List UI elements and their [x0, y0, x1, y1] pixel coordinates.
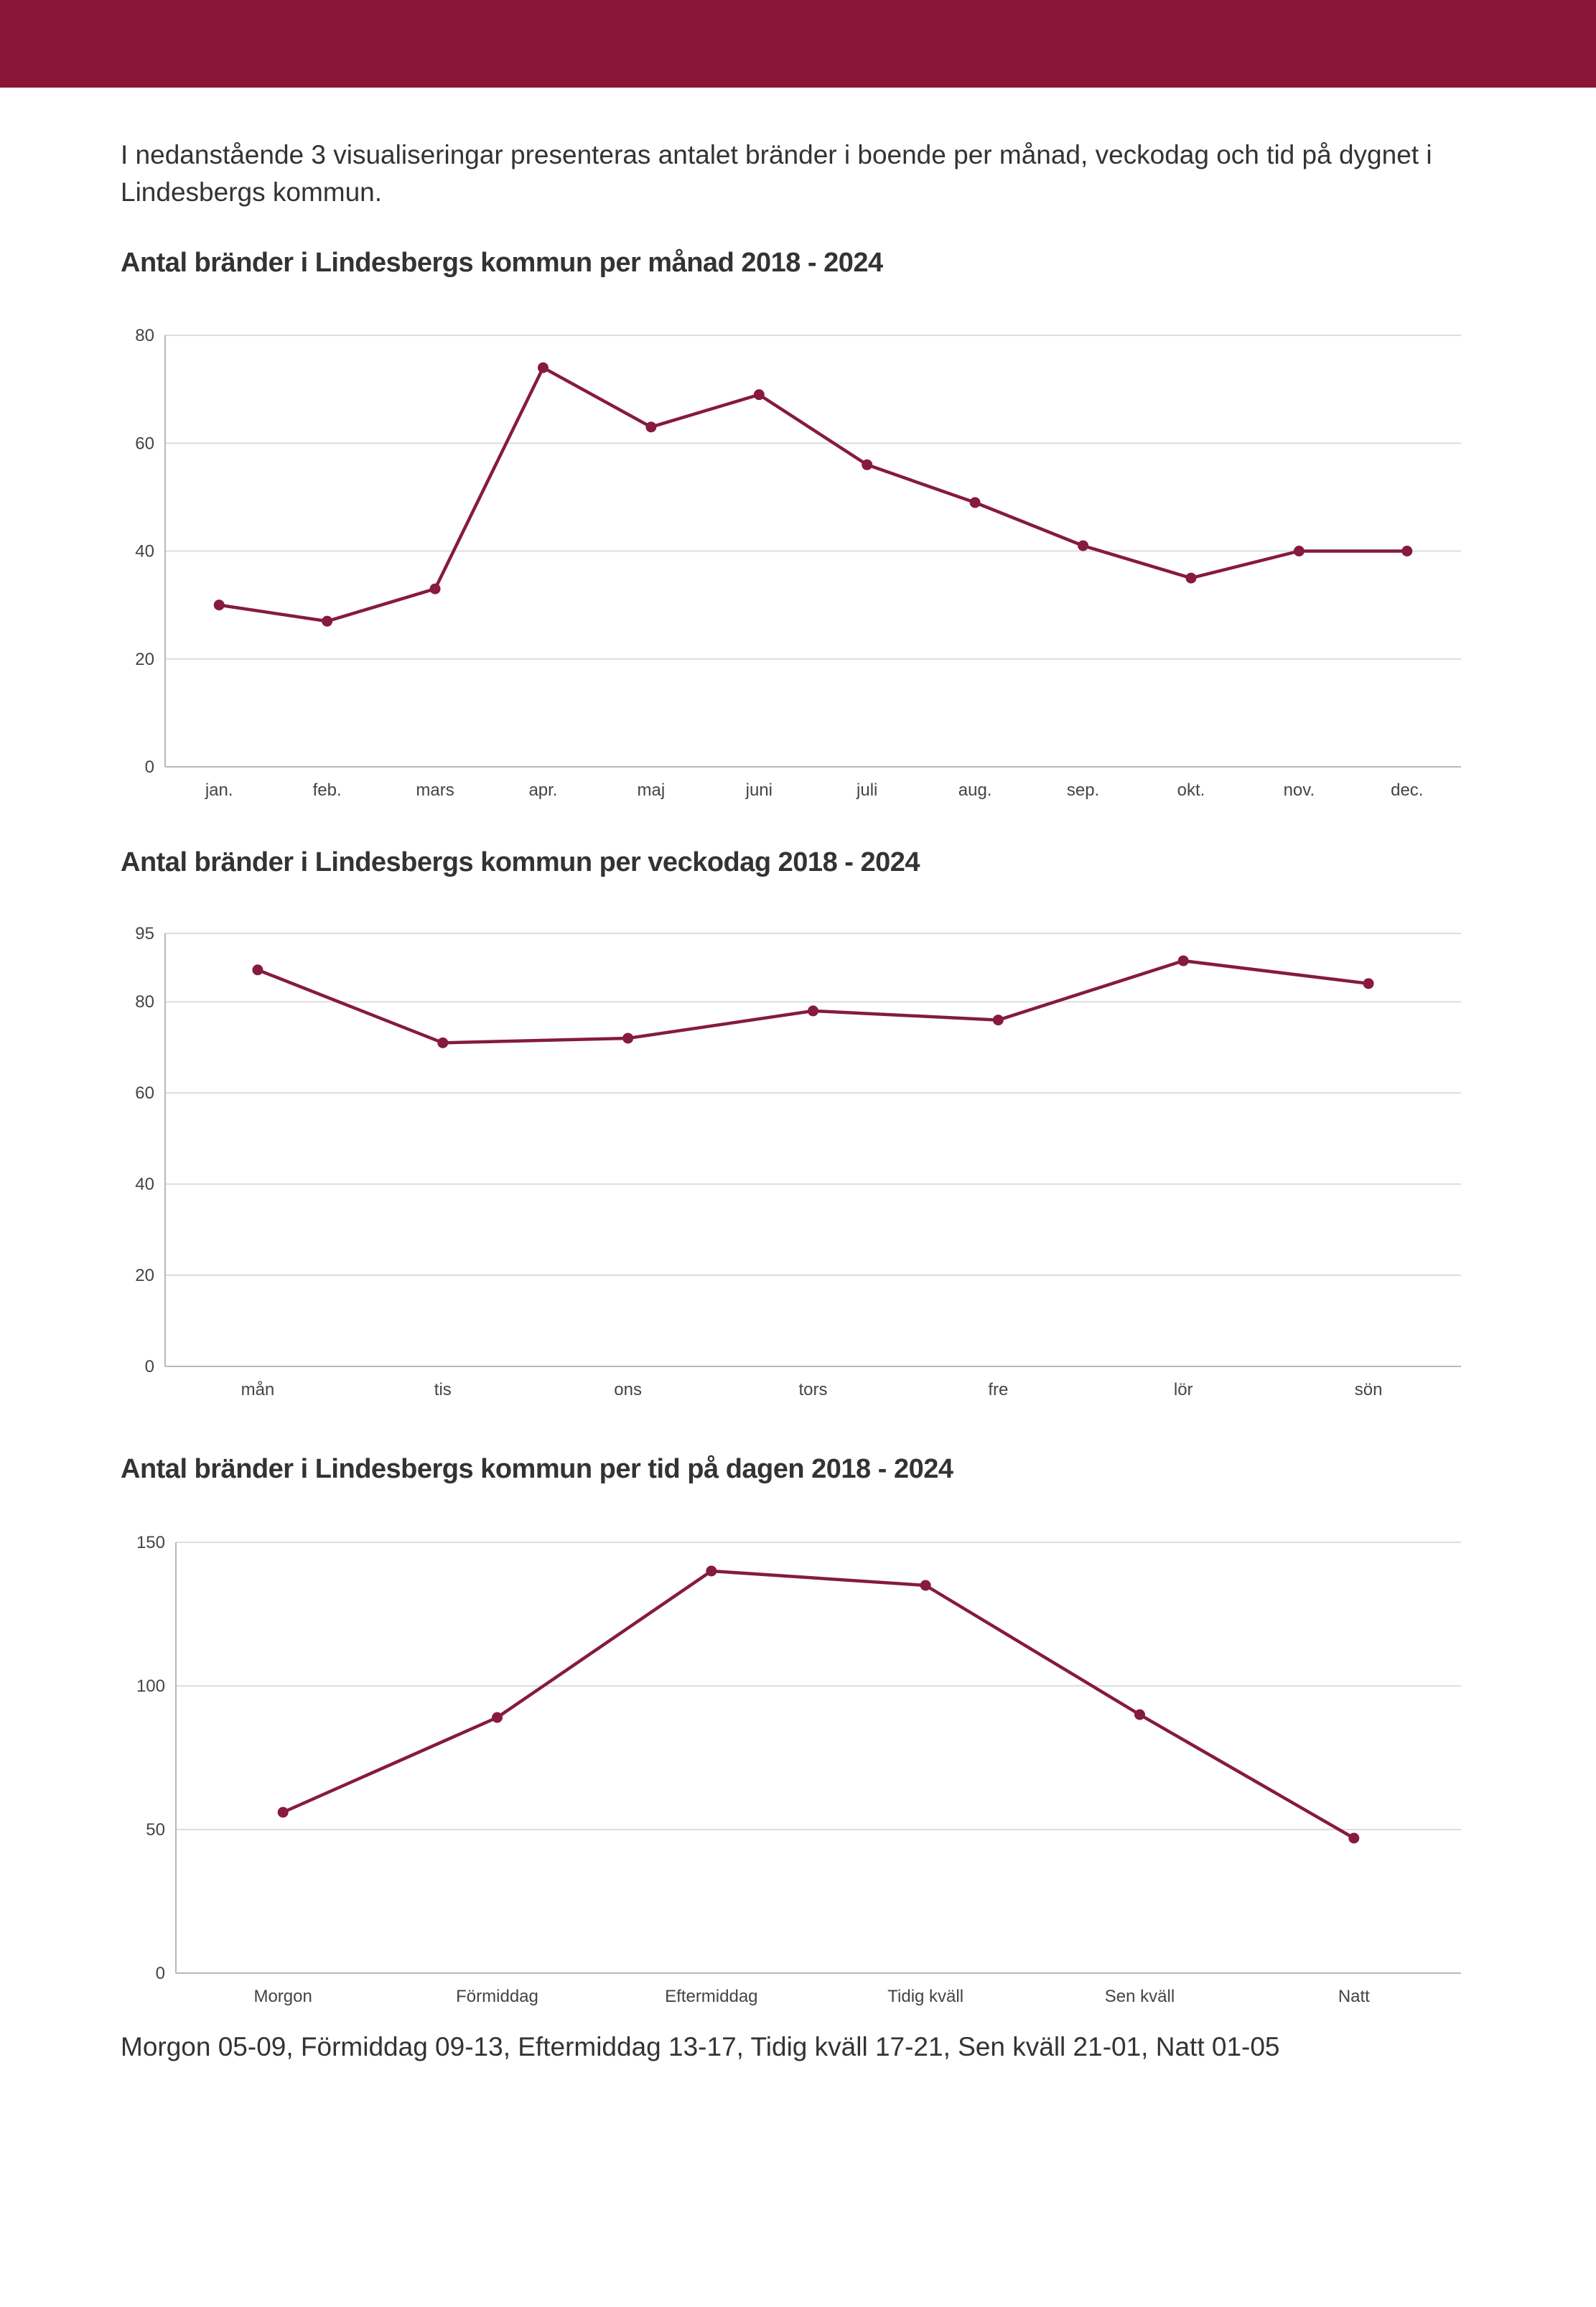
data-point-time-5	[1348, 1832, 1360, 1844]
data-point-month-1	[322, 615, 333, 627]
chart-title-weekday: Antal bränder i Lindesbergs kommun per v…	[121, 847, 920, 877]
y-tick-label: 100	[136, 1677, 165, 1696]
data-point-weekday-1	[437, 1037, 449, 1048]
x-tick-label: ons	[614, 1380, 642, 1399]
data-point-time-1	[492, 1712, 503, 1723]
chart-month: 0 20 40 60 80 jan. feb. mars apr. maj juni juli aug.…	[135, 326, 1461, 800]
x-tick-label: juni	[745, 780, 773, 800]
data-point-month-0	[213, 600, 225, 611]
y-tick-label: 60	[135, 434, 154, 453]
y-tick-label: 150	[136, 1533, 165, 1552]
x-tick-label: tis	[434, 1380, 452, 1399]
data-point-month-2	[429, 583, 441, 595]
x-tick-label: mars	[416, 780, 454, 800]
x-tick-label: Förmiddag	[456, 1987, 538, 2006]
data-point-month-11	[1401, 546, 1413, 556]
data-point-time-0	[277, 1807, 289, 1818]
series-line	[218, 365, 1407, 623]
data-point-month-4	[645, 421, 657, 433]
y-tick-label: 40	[135, 1175, 154, 1194]
x-tick-label: mån	[241, 1380, 275, 1399]
data-point-time-3	[920, 1580, 931, 1591]
data-point-month-10	[1293, 546, 1305, 556]
data-point-month-3	[537, 362, 549, 373]
time-legend-footnote: Morgon 05-09, Förmiddag 09-13, Eftermidd…	[121, 2032, 1280, 2061]
y-tick-label: 50	[146, 1820, 165, 1840]
x-tick-label: okt.	[1177, 780, 1205, 800]
x-tick-label: Morgon	[253, 1987, 312, 2006]
x-tick-label: maj	[638, 780, 666, 800]
y-tick-label: 80	[135, 992, 154, 1012]
x-tick-label: aug.	[958, 780, 992, 800]
x-tick-label: lör	[1174, 1380, 1193, 1399]
y-tick-label: 80	[135, 326, 154, 345]
top-banner	[0, 0, 1596, 88]
data-point-weekday-6	[1363, 978, 1374, 989]
y-tick-label: 0	[156, 1964, 165, 1983]
x-tick-label: sön	[1355, 1380, 1383, 1399]
x-tick-label: Eftermiddag	[665, 1987, 757, 2006]
data-point-month-9	[1185, 572, 1197, 584]
data-point-month-5	[753, 389, 765, 401]
data-point-weekday-4	[992, 1015, 1004, 1026]
y-tick-label: 60	[135, 1083, 154, 1103]
y-tick-label: 20	[135, 1266, 154, 1285]
chart-title-time-of-day: Antal bränder i Lindesbergs kommun per t…	[121, 1454, 953, 1484]
chart-weekday: 0 20 40 60 80 95 mån tis ons tors fre lör sön	[135, 924, 1461, 1399]
series-line	[282, 1569, 1355, 1840]
data-point-time-4	[1134, 1709, 1145, 1720]
x-tick-label: nov.	[1284, 780, 1315, 800]
x-tick-label: tors	[798, 1380, 827, 1399]
y-tick-label: 95	[135, 924, 154, 943]
chart-time-of-day: 0 50 100 150 Morgon Förmiddag Eftermiddag Tidig…	[136, 1533, 1461, 2006]
y-tick-label: 40	[135, 542, 154, 561]
x-tick-label: juli	[856, 780, 877, 800]
data-point-weekday-3	[808, 1005, 818, 1017]
x-tick-label: dec.	[1391, 780, 1423, 800]
x-tick-label: feb.	[313, 780, 342, 800]
y-tick-label: 20	[135, 650, 154, 669]
data-point-weekday-2	[622, 1033, 634, 1044]
x-tick-label: Sen kväll	[1105, 1987, 1175, 2006]
data-point-time-2	[706, 1565, 717, 1577]
x-tick-label: apr.	[528, 780, 557, 800]
chart-title-month: Antal bränder i Lindesbergs kommun per m…	[121, 248, 883, 278]
x-tick-label: fre	[988, 1380, 1008, 1399]
x-tick-label: Tidig kväll	[887, 1987, 963, 2006]
y-tick-label: 0	[145, 1357, 154, 1376]
data-point-weekday-0	[252, 964, 263, 976]
data-point-month-7	[969, 497, 981, 508]
x-tick-label: Natt	[1338, 1987, 1370, 2006]
data-point-month-6	[862, 459, 873, 470]
intro-text: I nedanstående 3 visualiseringar present…	[121, 140, 1432, 207]
data-point-weekday-5	[1177, 955, 1189, 966]
data-point-month-8	[1078, 540, 1089, 551]
x-tick-label: jan.	[205, 780, 233, 800]
y-tick-label: 0	[145, 758, 154, 777]
x-tick-label: sep.	[1067, 780, 1099, 800]
